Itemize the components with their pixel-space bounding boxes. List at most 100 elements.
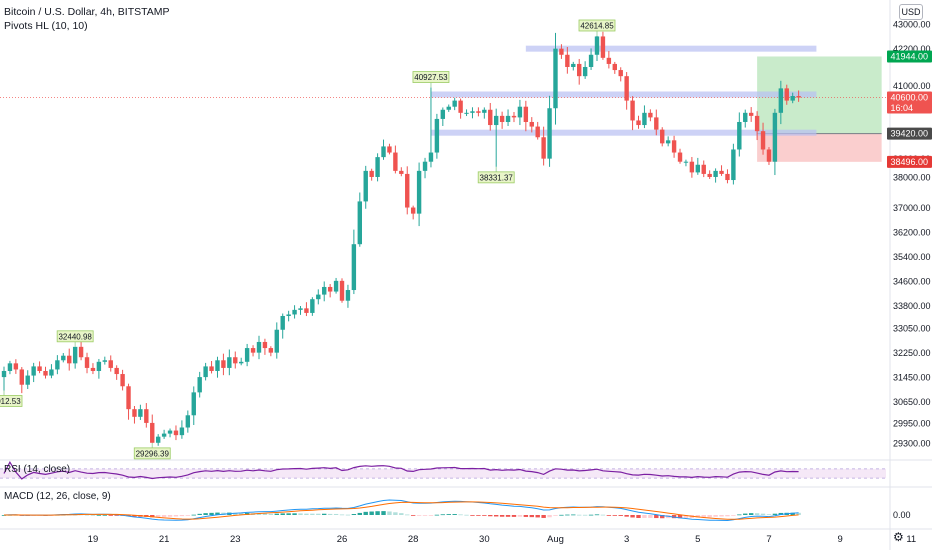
macd-hist-bar <box>683 515 689 519</box>
macd-hist-bar <box>215 512 220 515</box>
candle-body <box>405 173 410 208</box>
price-tick-label: 33800.00 <box>893 301 931 311</box>
pivot-label: 31012.53 <box>0 397 21 406</box>
candle-body <box>713 170 718 177</box>
macd-hist-bar <box>345 514 351 516</box>
macd-hist-bar <box>606 515 612 516</box>
candle-body <box>440 109 446 119</box>
gear-icon[interactable]: ⚙ <box>893 530 904 544</box>
macd-hist-bar <box>209 512 214 515</box>
macd-hist-bar <box>577 514 582 516</box>
candle-body <box>357 201 362 245</box>
candle-body <box>197 377 202 393</box>
price-badge-label: 39420.00 <box>891 129 929 139</box>
macd-hist-bar <box>167 515 173 517</box>
candle-body <box>701 164 706 174</box>
macd-legend[interactable]: MACD (12, 26, close, 9) <box>4 491 111 502</box>
macd-hist-bar <box>517 515 523 517</box>
candle-body <box>102 360 108 362</box>
symbol-title[interactable]: Bitcoin / U.S. Dollar, 4h, BITSTAMP <box>4 6 170 18</box>
candle-body <box>327 286 333 292</box>
time-tick-label: 9 <box>837 534 842 545</box>
macd-hist-bar <box>565 514 570 516</box>
candle-body <box>78 346 84 358</box>
macd-hist-bar <box>310 513 315 515</box>
time-tick-label: 3 <box>624 534 629 545</box>
macd-hist-bar <box>322 513 327 515</box>
pivot-label-box <box>0 395 23 407</box>
candle-body <box>268 348 274 353</box>
macd-hist-bar <box>173 515 179 517</box>
macd-hist-bar <box>150 515 155 518</box>
candle-body <box>677 152 683 162</box>
candle-body <box>416 170 422 214</box>
macd-hist-bar <box>327 513 333 515</box>
macd-hist-bar <box>239 513 244 515</box>
candle-body <box>748 112 754 116</box>
macd-hist-bar <box>778 512 784 515</box>
price-tick-label: 32250.00 <box>893 348 931 358</box>
macd-hist-bar <box>268 513 274 515</box>
macd-hist-bar <box>233 512 238 515</box>
candle-body <box>446 106 451 110</box>
macd-hist-bar <box>286 513 291 515</box>
macd-hist-bar <box>102 514 108 516</box>
macd-hist-bar <box>393 512 398 515</box>
macd-hist-bar <box>381 511 386 515</box>
macd-hist-bar <box>642 515 647 518</box>
price-badge-last <box>887 91 932 114</box>
indicator-legend[interactable]: Pivots HL (10, 10) <box>4 20 88 32</box>
macd-hist-bar <box>748 513 754 515</box>
candle-body <box>304 308 309 313</box>
candle-body <box>784 88 789 101</box>
candle-body <box>96 361 102 371</box>
macd-hist-bar <box>197 513 202 515</box>
candle-body <box>369 170 374 177</box>
candle-body <box>13 363 19 370</box>
candle-body <box>535 126 540 138</box>
macd-hist-bar <box>760 513 766 515</box>
candle-body <box>120 374 125 387</box>
macd-hist-bar <box>618 515 623 516</box>
candle-body <box>493 115 499 126</box>
candle-body <box>754 115 760 132</box>
candle-body <box>660 129 665 144</box>
macd-hist-bar <box>725 515 730 517</box>
candle-body <box>618 70 623 77</box>
price-tick-label: 38000.00 <box>893 172 931 182</box>
pivot-label-box <box>56 330 94 343</box>
macd-hist-bar <box>191 514 196 516</box>
macd-hist-bar <box>630 515 635 518</box>
candle-body <box>55 360 60 370</box>
price-tick-label: 36200.00 <box>893 227 931 237</box>
macd-hist-bar <box>772 513 778 515</box>
macd-hist-bar <box>155 515 161 518</box>
currency-button[interactable]: USD <box>899 4 923 20</box>
candle-body <box>167 430 173 434</box>
candle-body <box>452 100 457 107</box>
macd-hist-bar <box>571 514 576 516</box>
macd-hist-bar <box>719 515 724 517</box>
candle-body <box>49 369 54 376</box>
macd-hist-bar <box>458 514 463 516</box>
macd-hist-bar <box>422 515 428 516</box>
candle-body <box>244 348 250 362</box>
candle-body <box>233 357 238 364</box>
time-tick-label: 30 <box>479 534 490 545</box>
candle-body <box>464 112 469 114</box>
candle-body <box>594 36 600 55</box>
price-badge-label: 40600.00 <box>891 93 929 103</box>
candle-body <box>642 112 647 126</box>
macd-hist-bar <box>96 514 102 516</box>
candle-body <box>547 108 552 159</box>
macd-hist-bar <box>731 515 736 516</box>
candle-body <box>458 100 463 113</box>
rsi-legend[interactable]: RSI (14, close) <box>4 464 71 475</box>
candle-body <box>719 170 724 174</box>
time-tick-label: 11 <box>906 534 916 545</box>
macd-hist-bar <box>660 515 665 519</box>
candle-body <box>185 415 191 428</box>
macd-hist-bar <box>707 515 712 518</box>
macd-hist-bar <box>452 514 457 515</box>
